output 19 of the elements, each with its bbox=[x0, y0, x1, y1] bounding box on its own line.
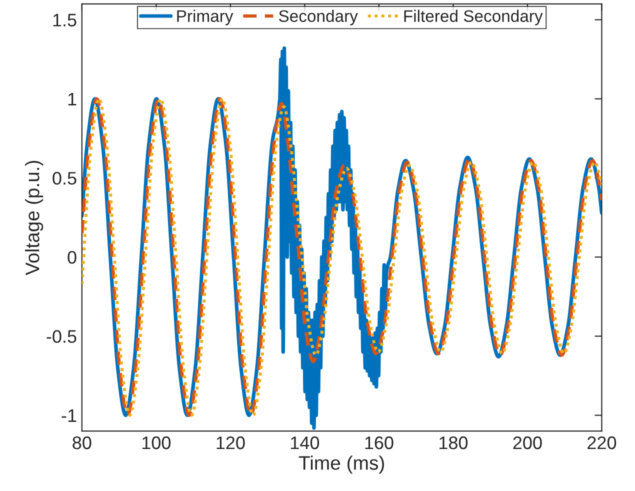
x-tick-label: 80 bbox=[72, 436, 92, 450]
y-tick-label: 0.5 bbox=[52, 172, 76, 185]
y-tick-label: -0.5 bbox=[46, 330, 76, 343]
legend-label: Filtered Secondary bbox=[404, 10, 543, 26]
y-tick-label: 1 bbox=[68, 92, 76, 106]
x-axis-title: Time (ms) bbox=[298, 456, 384, 474]
x-tick-label: 200 bbox=[513, 436, 542, 450]
x-tick-label: 100 bbox=[142, 436, 171, 450]
y-tick-label: 1.5 bbox=[53, 14, 76, 26]
x-tick-label: 140 bbox=[291, 436, 320, 450]
x-tick-label: 120 bbox=[216, 436, 245, 450]
x-tick-label: 220 bbox=[588, 436, 616, 450]
legend-label: Primary bbox=[177, 10, 234, 26]
y-tick-label: -1 bbox=[62, 409, 76, 422]
x-tick-label: 180 bbox=[440, 436, 468, 450]
legend-label: Secondary bbox=[279, 10, 358, 26]
y-axis-title: Voltage (p.u.) bbox=[25, 160, 44, 276]
y-tick-label: 0 bbox=[68, 251, 76, 264]
x-tick-label: 160 bbox=[365, 436, 394, 450]
